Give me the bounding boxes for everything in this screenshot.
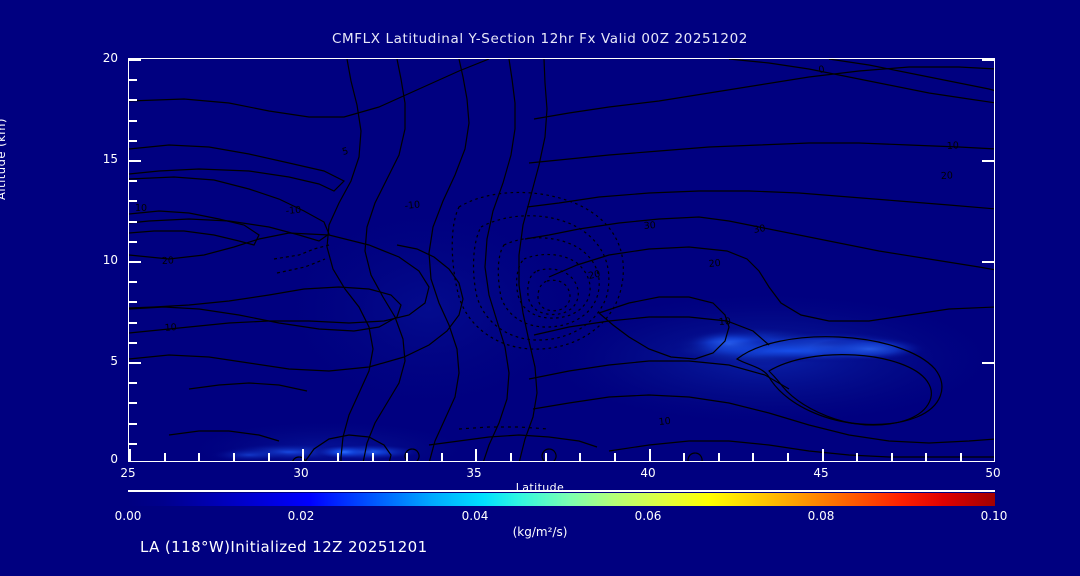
ytick-minor-11	[129, 241, 137, 243]
svg-text:10: 10	[947, 140, 960, 152]
ytick-minor-2	[129, 423, 137, 425]
x-tick-label-45: 45	[813, 466, 829, 480]
xtick-30	[302, 449, 304, 461]
ytick-right-10	[982, 261, 994, 263]
xtick-35	[475, 449, 477, 461]
y-tick-label-10: 10	[102, 253, 118, 267]
plot-canvas: 0 10 20 30 30 20 20 10 10 -10 5 20 10 -1…	[129, 59, 994, 461]
ytick-0	[128, 461, 141, 462]
xtick-50	[994, 449, 995, 462]
ytick-minor-9	[129, 281, 137, 283]
ytick-minor-6	[129, 342, 137, 344]
xtick-minor-22	[891, 453, 893, 461]
ytick-minor-19	[129, 79, 137, 81]
svg-text:5: 5	[341, 146, 350, 158]
xtick-minor-8	[406, 453, 408, 461]
colorbar	[128, 493, 995, 506]
x-tick-label-25: 25	[120, 466, 136, 480]
ytick-right-20	[982, 59, 994, 61]
xtick-minor-14	[614, 453, 616, 461]
ytick-minor-4	[129, 382, 137, 384]
figure-footer: LA (118°W)Initialized 12Z 20251201	[140, 538, 428, 556]
ytick-minor-3	[129, 402, 137, 404]
svg-text:10: 10	[164, 322, 177, 334]
ytick-minor-1	[129, 443, 137, 445]
xtick-25	[129, 449, 131, 461]
svg-text:20: 20	[708, 258, 721, 270]
ytick-minor-8	[129, 301, 137, 303]
svg-text:10: 10	[135, 203, 147, 214]
colorbar-units: (kg/m²/s)	[512, 525, 568, 539]
svg-text:0: 0	[818, 64, 826, 76]
colorbar-gradient	[128, 493, 995, 506]
xtick-minor-16	[683, 453, 685, 461]
colorbar-tick-3: 0.06	[634, 509, 662, 523]
xtick-minor-24	[960, 453, 962, 461]
x-tick-label-35: 35	[466, 466, 482, 480]
svg-text:10: 10	[658, 416, 671, 428]
svg-text:20: 20	[162, 255, 175, 267]
xtick-minor-3	[233, 453, 235, 461]
x-tick-label-40: 40	[640, 466, 656, 480]
chart-title: CMFLX Latitudinal Y-Section 12hr Fx Vali…	[331, 31, 749, 47]
colorbar-tick-2: 0.04	[461, 509, 489, 523]
ytick-minor-16	[129, 140, 137, 142]
xtick-minor-9	[441, 453, 443, 461]
xtick-minor-17	[718, 453, 720, 461]
xtick-minor-6	[337, 453, 339, 461]
plot-area: 0 10 20 30 30 20 20 10 10 -10 5 20 10 -1…	[128, 58, 995, 462]
colorbar-tick-4: 0.08	[807, 509, 835, 523]
svg-text:-10: -10	[285, 205, 301, 217]
ytick-minor-12	[129, 221, 137, 223]
colorbar-tick-5: 0.10	[980, 509, 1008, 523]
svg-text:20: 20	[941, 170, 954, 182]
xtick-minor-4	[268, 453, 270, 461]
ytick-minor-18	[129, 99, 137, 101]
ytick-right-15	[982, 160, 994, 162]
field-svg: 0 10 20 30 30 20 20 10 10 -10 5 20 10 -1…	[129, 59, 994, 461]
svg-text:-10: -10	[404, 199, 421, 212]
ytick-minor-14	[129, 180, 137, 182]
xtick-minor-21	[856, 453, 858, 461]
svg-text:30: 30	[753, 223, 767, 236]
ytick-right-5	[982, 362, 994, 364]
xtick-minor-1	[164, 453, 166, 461]
xtick-minor-11	[510, 453, 512, 461]
xtick-minor-23	[925, 453, 927, 461]
svg-text:30: 30	[643, 220, 656, 232]
ytick-5	[129, 362, 141, 364]
ytick-10	[129, 261, 141, 263]
xtick-minor-13	[579, 453, 581, 461]
ytick-minor-13	[129, 200, 137, 202]
ytick-minor-17	[129, 120, 137, 122]
svg-text:10: 10	[718, 316, 731, 328]
y-tick-label-15: 15	[102, 152, 118, 166]
xtick-45	[822, 449, 824, 461]
colorbar-top-rule	[128, 490, 995, 492]
colorbar-tick-0: 0.00	[114, 509, 142, 523]
xtick-minor-7	[372, 453, 374, 461]
xtick-minor-2	[198, 453, 200, 461]
ytick-minor-7	[129, 322, 137, 324]
y-axis-label: Altitude (km)	[0, 118, 8, 200]
ytick-15	[129, 160, 141, 162]
xtick-minor-18	[752, 453, 754, 461]
y-tick-label-0: 0	[110, 452, 118, 466]
xtick-minor-19	[787, 453, 789, 461]
xtick-minor-12	[545, 453, 547, 461]
y-tick-label-20: 20	[102, 51, 118, 65]
colorbar-tick-1: 0.02	[287, 509, 315, 523]
ytick-20	[129, 59, 141, 61]
y-tick-label-5: 5	[110, 354, 118, 368]
x-tick-label-50: 50	[985, 466, 1001, 480]
svg-text:20: 20	[587, 269, 601, 282]
xtick-40	[649, 449, 651, 461]
x-tick-label-30: 30	[293, 466, 309, 480]
